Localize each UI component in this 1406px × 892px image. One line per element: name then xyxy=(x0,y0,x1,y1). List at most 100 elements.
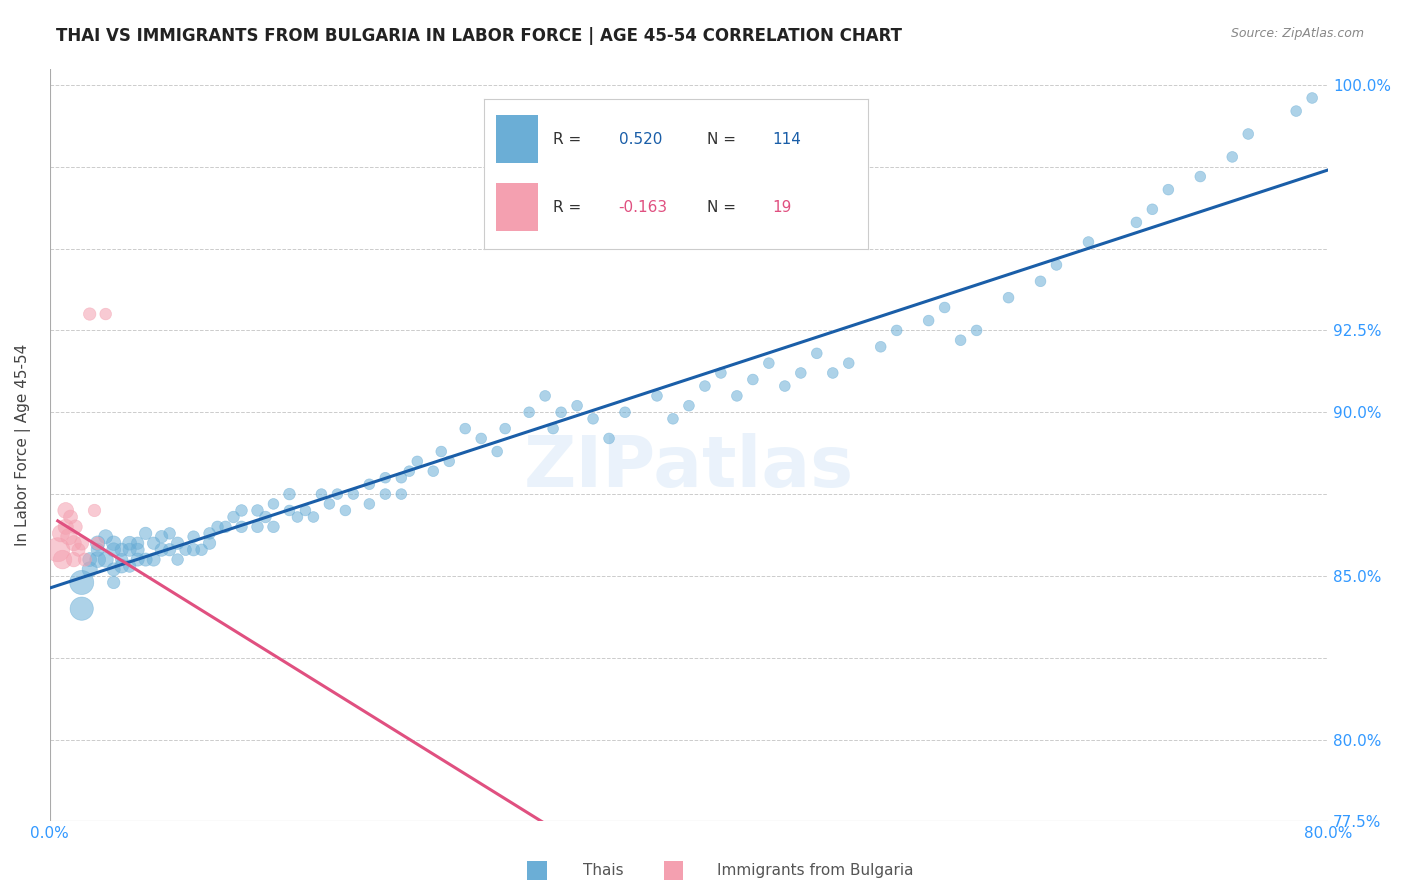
Point xyxy=(183,530,205,544)
Point xyxy=(494,422,516,436)
Point xyxy=(678,399,700,413)
Point xyxy=(142,536,165,550)
Point xyxy=(86,552,108,566)
Point xyxy=(422,464,444,478)
Point xyxy=(806,346,828,360)
Point xyxy=(86,542,108,557)
Point xyxy=(1045,258,1067,272)
Point xyxy=(1285,104,1308,119)
Point xyxy=(470,432,492,446)
Point xyxy=(406,454,429,468)
Point xyxy=(55,520,77,534)
Point xyxy=(693,379,716,393)
Point xyxy=(73,552,96,566)
Point xyxy=(159,542,181,557)
Point xyxy=(662,412,685,426)
Point xyxy=(934,301,956,315)
Point xyxy=(598,432,620,446)
Point xyxy=(550,405,572,419)
Point xyxy=(79,562,101,576)
Point xyxy=(135,526,157,541)
Point xyxy=(174,542,197,557)
Point xyxy=(326,487,349,501)
Point xyxy=(58,530,80,544)
Y-axis label: In Labor Force | Age 45-54: In Labor Force | Age 45-54 xyxy=(15,343,31,546)
Point xyxy=(231,520,253,534)
Point xyxy=(710,366,733,380)
Point xyxy=(159,526,181,541)
Point xyxy=(118,559,141,574)
Point xyxy=(278,487,301,501)
Point xyxy=(59,510,82,524)
Point xyxy=(917,313,939,327)
Point xyxy=(94,307,117,321)
Point xyxy=(1220,150,1243,164)
Point xyxy=(359,477,381,491)
Point xyxy=(838,356,860,370)
Point xyxy=(111,559,134,574)
Point xyxy=(278,503,301,517)
Point xyxy=(79,552,101,566)
Point xyxy=(263,520,285,534)
Point xyxy=(246,503,269,517)
Point xyxy=(62,536,84,550)
Point xyxy=(534,389,557,403)
Point xyxy=(207,520,229,534)
Point xyxy=(287,510,309,524)
Text: Source: ZipAtlas.com: Source: ZipAtlas.com xyxy=(1230,27,1364,40)
Point xyxy=(103,536,125,550)
Point xyxy=(103,542,125,557)
Point xyxy=(86,536,108,550)
Point xyxy=(966,323,988,337)
Point xyxy=(582,412,605,426)
Point xyxy=(263,497,285,511)
Point xyxy=(374,471,396,485)
Point xyxy=(94,552,117,566)
Point xyxy=(46,542,69,557)
Point xyxy=(997,291,1019,305)
Point xyxy=(318,497,340,511)
Text: Immigrants from Bulgaria: Immigrants from Bulgaria xyxy=(717,863,914,878)
Point xyxy=(70,536,93,550)
Point xyxy=(111,542,134,557)
Point xyxy=(135,552,157,566)
Point xyxy=(454,422,477,436)
Point xyxy=(142,552,165,566)
Point xyxy=(111,552,134,566)
Point xyxy=(359,497,381,511)
Point xyxy=(565,399,588,413)
Point xyxy=(1029,274,1052,288)
Point xyxy=(86,536,108,550)
Point xyxy=(758,356,780,370)
Point xyxy=(55,503,77,517)
Point xyxy=(79,307,101,321)
Point xyxy=(183,542,205,557)
Point xyxy=(103,575,125,590)
Point xyxy=(51,552,73,566)
Point xyxy=(118,542,141,557)
Point xyxy=(439,454,461,468)
Point xyxy=(67,542,90,557)
Point xyxy=(222,510,245,524)
Point xyxy=(725,389,748,403)
Point xyxy=(741,372,763,386)
Point xyxy=(790,366,813,380)
Point xyxy=(1189,169,1212,184)
Point xyxy=(127,552,149,566)
Point xyxy=(335,503,357,517)
Text: ZIPatlas: ZIPatlas xyxy=(524,434,853,502)
Point xyxy=(1077,235,1099,249)
Point xyxy=(1142,202,1164,217)
Point xyxy=(70,601,93,615)
Point xyxy=(1301,91,1323,105)
Point xyxy=(118,536,141,550)
Point xyxy=(949,333,972,347)
Point xyxy=(614,405,637,419)
Point xyxy=(83,503,105,517)
Point xyxy=(127,542,149,557)
Point xyxy=(311,487,333,501)
Point xyxy=(254,510,277,524)
Point xyxy=(389,487,412,501)
Point xyxy=(190,542,212,557)
Text: THAI VS IMMIGRANTS FROM BULGARIA IN LABOR FORCE | AGE 45-54 CORRELATION CHART: THAI VS IMMIGRANTS FROM BULGARIA IN LABO… xyxy=(56,27,903,45)
